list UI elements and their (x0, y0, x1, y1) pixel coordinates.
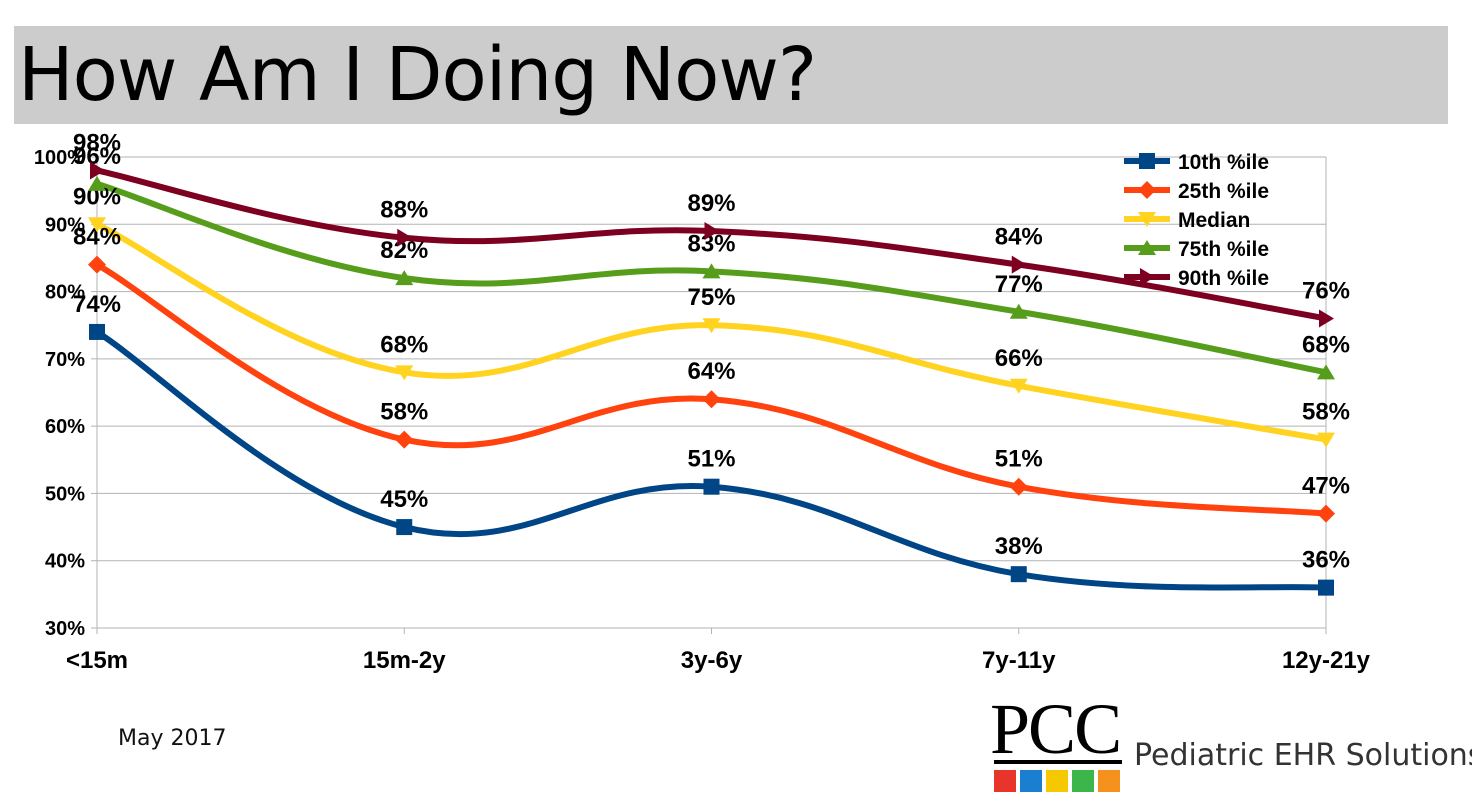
logo-squares (994, 770, 1120, 792)
data-point (88, 217, 106, 233)
data-point (395, 430, 414, 449)
data-label: 47% (1302, 473, 1350, 500)
logo-square (1072, 770, 1094, 792)
data-point (1009, 477, 1028, 496)
data-point (88, 255, 106, 274)
data-point (1009, 303, 1028, 319)
data-label: 84% (995, 224, 1043, 251)
logo-square (1098, 770, 1120, 792)
data-point (90, 161, 105, 180)
legend-marker (1138, 212, 1156, 227)
y-tick-label: 90% (45, 214, 85, 236)
data-label: 45% (380, 486, 428, 513)
data-label: 75% (687, 284, 735, 311)
logo-square (994, 770, 1016, 792)
data-point (703, 478, 720, 495)
y-tick-label: 70% (45, 349, 85, 371)
data-label: 58% (380, 399, 428, 426)
x-tick-label: 15m-2y (363, 647, 446, 674)
legend-label: 75th %ile (1178, 238, 1269, 261)
data-label: 98% (73, 129, 121, 156)
y-tick-label: 40% (45, 551, 85, 573)
x-tick-label: <15m (66, 647, 128, 674)
x-tick-label: 7y-11y (982, 647, 1056, 674)
data-label: 89% (687, 190, 735, 217)
data-point (1011, 255, 1027, 274)
data-point (1318, 579, 1334, 596)
logo-mark: PCC (990, 689, 1122, 769)
y-tick-label: 30% (45, 618, 85, 640)
data-point (395, 365, 414, 381)
data-point (397, 228, 413, 247)
legend-label: 90th %ile (1178, 267, 1269, 290)
y-tick-label: 50% (45, 483, 85, 505)
data-point (702, 263, 721, 279)
legend-label: 25th %ile (1178, 180, 1269, 203)
title-bar: How Am I Doing Now? (14, 26, 1448, 124)
data-label: 51% (995, 446, 1043, 473)
legend-marker (1138, 181, 1156, 199)
legend-marker (1140, 268, 1155, 286)
y-tick-label: 80% (45, 282, 85, 304)
data-point (1009, 378, 1028, 394)
y-tick-label: 60% (45, 416, 85, 438)
logo-rule (994, 760, 1122, 764)
data-point (1317, 364, 1335, 380)
data-label: 77% (995, 271, 1043, 298)
page-title: How Am I Doing Now? (18, 32, 817, 118)
logo-tagline: Pediatric EHR Solutions (1134, 738, 1472, 773)
data-label: 76% (1302, 277, 1350, 304)
data-label: 66% (995, 345, 1043, 372)
x-tick-label: 3y-6y (681, 647, 743, 674)
data-point (1319, 309, 1334, 328)
footer-date: May 2017 (118, 726, 227, 751)
legend-label: 10th %ile (1178, 151, 1269, 174)
data-label: 38% (995, 533, 1043, 560)
legend-marker (1138, 240, 1156, 255)
logo-square (1046, 770, 1068, 792)
y-tick-label: 100% (34, 147, 85, 169)
data-label: 51% (687, 446, 735, 473)
legend-label: Median (1178, 209, 1250, 232)
data-point (89, 323, 105, 340)
logo-square (1020, 770, 1042, 792)
data-label: 68% (380, 331, 428, 358)
data-label: 74% (73, 291, 121, 318)
data-label: 68% (1302, 331, 1350, 358)
data-point (704, 222, 720, 241)
data-label: 58% (1302, 399, 1350, 426)
x-tick-label: 12y-21y (1282, 647, 1371, 674)
data-label: 64% (687, 358, 735, 385)
data-point (702, 318, 721, 334)
data-point (396, 519, 413, 536)
data-label: 88% (380, 197, 428, 224)
data-label: 96% (73, 143, 121, 170)
legend-marker (1139, 153, 1155, 169)
data-label: 36% (1302, 547, 1350, 574)
data-point (88, 175, 106, 191)
data-point (1010, 566, 1027, 583)
data-point (1317, 432, 1335, 448)
data-point (1317, 504, 1335, 523)
pcc-logo: PCC Pediatric EHR Solutions (990, 689, 1472, 798)
data-point (395, 270, 414, 286)
data-point (702, 390, 721, 409)
